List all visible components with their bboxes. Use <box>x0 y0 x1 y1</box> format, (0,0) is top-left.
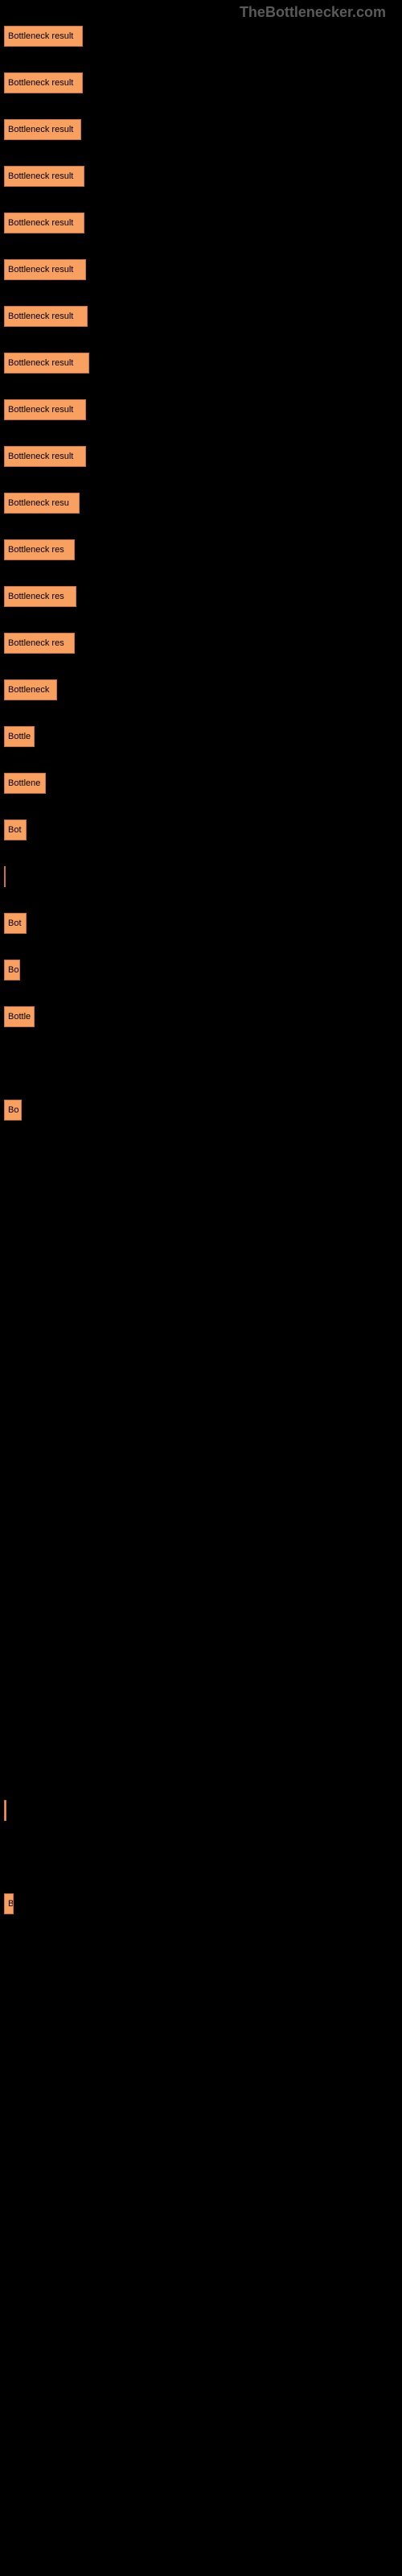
bar-row <box>4 1987 402 2027</box>
bar-row: Bottleneck resu <box>4 493 402 533</box>
bar: Bo <box>4 960 20 980</box>
bar-row: Bottleneck result <box>4 26 402 66</box>
bar: Bottlene <box>4 773 46 794</box>
bar-row <box>4 1426 402 1467</box>
bar-row <box>4 1333 402 1373</box>
bar-row <box>4 1707 402 1747</box>
bar: Bottleneck res <box>4 633 75 654</box>
bar-row <box>4 1053 402 1093</box>
bar-row <box>4 1520 402 1560</box>
bar-row: Bottleneck result <box>4 119 402 159</box>
bar-row <box>4 2033 402 2074</box>
bar-row: Bottle <box>4 1006 402 1046</box>
bar: Bottleneck result <box>4 119 81 140</box>
bar: Bottleneck result <box>4 213 84 233</box>
bar-chart: Bottleneck result Bottleneck result Bottle… <box>0 0 402 2541</box>
bar-row: Bottleneck res <box>4 633 402 673</box>
bar-row: Bottleneck result <box>4 353 402 393</box>
bar-row: Bot <box>4 913 402 953</box>
bar: Bottleneck resu <box>4 493 80 514</box>
bar: Bot <box>4 913 27 934</box>
bar-row <box>4 1473 402 1513</box>
bar-row <box>4 2080 402 2120</box>
bar-row <box>4 1380 402 1420</box>
bar: Bo <box>4 1100 22 1121</box>
bar-row: Bottleneck result <box>4 213 402 253</box>
bar-row: Bottleneck res <box>4 586 402 626</box>
bar-row: Bottleneck result <box>4 399 402 440</box>
bar: B <box>4 1893 14 1914</box>
bar-row: Bottleneck result <box>4 166 402 206</box>
bar: Bottleneck result <box>4 399 86 420</box>
bar-row <box>4 1193 402 1233</box>
bar-row <box>4 1660 402 1700</box>
bar: Bottleneck res <box>4 586 76 607</box>
bar-row: Bottleneck result <box>4 306 402 346</box>
bar-row: Bo <box>4 1100 402 1140</box>
bar-row <box>4 1146 402 1187</box>
bar-row <box>4 2314 402 2354</box>
bar: Bottleneck result <box>4 353 89 374</box>
bar <box>4 866 6 887</box>
bar-row: Bottlene <box>4 773 402 813</box>
bar-row <box>4 1847 402 1887</box>
bar: Bottleneck result <box>4 166 84 187</box>
site-header: TheBottlenecker.com <box>240 4 386 21</box>
bar: Bot <box>4 819 27 840</box>
bar-row: Bottleneck res <box>4 539 402 580</box>
bar: Bottleneck result <box>4 26 83 47</box>
bar-row <box>4 2127 402 2167</box>
bar: Bottleneck res <box>4 539 75 560</box>
bar-row: B <box>4 1893 402 1934</box>
bar-row: Bottleneck result <box>4 72 402 113</box>
bar-row <box>4 2174 402 2214</box>
bar-row <box>4 1567 402 1607</box>
bar-row <box>4 1286 402 1327</box>
bar: Bottle <box>4 1006 35 1027</box>
bar <box>4 1800 6 1821</box>
bar-row <box>4 866 402 906</box>
bar: Bottleneck <box>4 679 57 700</box>
bar-row <box>4 2267 402 2307</box>
bar-row: Bottle <box>4 726 402 766</box>
bar-row <box>4 1240 402 1280</box>
bar-row: Bot <box>4 819 402 860</box>
bar-row <box>4 1753 402 1794</box>
bar-row <box>4 1613 402 1653</box>
bar: Bottleneck result <box>4 72 83 93</box>
bar-row <box>4 2500 402 2541</box>
bar: Bottleneck result <box>4 259 86 280</box>
bar-row <box>4 2360 402 2401</box>
bar: Bottle <box>4 726 35 747</box>
bar-row: Bo <box>4 960 402 1000</box>
bar-row <box>4 2220 402 2260</box>
bar-row <box>4 2407 402 2447</box>
bar: Bottleneck result <box>4 446 86 467</box>
bar-row: Bottleneck result <box>4 259 402 299</box>
bar-row <box>4 1800 402 1840</box>
bar: Bottleneck result <box>4 306 88 327</box>
bar-row <box>4 2454 402 2494</box>
bar-row: Bottleneck result <box>4 446 402 486</box>
bar-row <box>4 1940 402 1980</box>
bar-row: Bottleneck <box>4 679 402 720</box>
